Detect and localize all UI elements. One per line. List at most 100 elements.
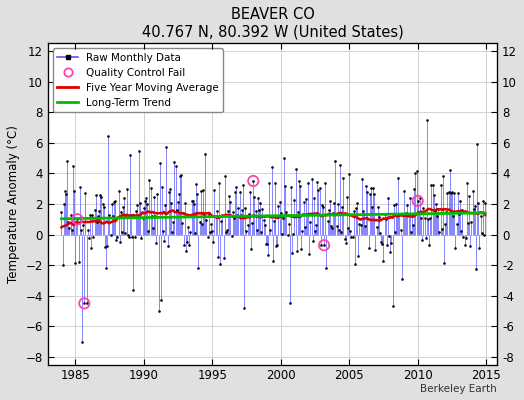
Point	[273, 241, 281, 248]
Point	[73, 216, 82, 222]
Point	[93, 219, 101, 225]
Point	[362, 183, 370, 189]
Point	[172, 206, 181, 213]
Point	[195, 219, 204, 226]
Point	[72, 219, 81, 226]
Point	[314, 187, 323, 193]
Point	[419, 205, 428, 211]
Point	[421, 235, 430, 241]
Point	[277, 210, 285, 216]
Point	[378, 240, 387, 247]
Point	[135, 148, 143, 154]
Point	[268, 258, 277, 264]
Point	[202, 217, 211, 224]
Point	[357, 175, 366, 182]
Point	[207, 220, 215, 227]
Point	[225, 193, 234, 199]
Point	[196, 188, 205, 194]
Point	[255, 207, 263, 214]
Point	[376, 230, 384, 236]
Point	[443, 190, 452, 196]
Point	[58, 262, 67, 268]
Point	[254, 195, 262, 201]
Point	[245, 211, 253, 217]
Point	[102, 265, 110, 271]
Point	[309, 238, 317, 244]
Point	[263, 241, 271, 248]
Point	[82, 300, 91, 306]
Point	[249, 178, 257, 184]
Point	[258, 206, 267, 212]
Point	[87, 245, 95, 252]
Point	[336, 162, 344, 168]
Point	[167, 200, 175, 206]
Point	[64, 219, 72, 225]
Point	[321, 179, 330, 186]
Point	[372, 247, 380, 253]
Point	[234, 205, 243, 211]
Point	[348, 234, 357, 240]
Point	[140, 198, 149, 204]
Point	[190, 201, 198, 207]
Point	[364, 245, 373, 252]
Point	[325, 198, 334, 204]
Point	[115, 239, 124, 245]
Point	[425, 242, 433, 248]
Point	[402, 210, 410, 216]
Point	[295, 178, 303, 184]
Point	[217, 218, 225, 224]
Point	[435, 229, 444, 235]
Point	[264, 252, 272, 258]
Point	[271, 180, 279, 186]
Point	[341, 236, 349, 242]
Point	[133, 202, 141, 208]
Point	[165, 189, 173, 196]
Point	[334, 201, 342, 207]
Point	[272, 242, 280, 249]
Point	[433, 212, 441, 219]
Point	[475, 244, 484, 251]
Point	[441, 221, 449, 227]
Point	[168, 229, 177, 235]
Point	[412, 168, 421, 174]
Point	[446, 190, 455, 196]
Point	[292, 248, 301, 255]
Point	[239, 182, 247, 188]
Point	[92, 191, 100, 198]
Point	[181, 200, 189, 206]
Point	[85, 235, 93, 242]
Point	[94, 213, 102, 219]
Point	[113, 234, 122, 240]
Point	[381, 216, 390, 222]
Point	[179, 242, 188, 248]
Point	[233, 212, 242, 218]
Point	[399, 212, 407, 219]
Point	[75, 184, 84, 190]
Point	[238, 207, 246, 213]
Point	[125, 234, 133, 240]
Point	[105, 212, 114, 218]
Point	[240, 305, 248, 311]
Point	[424, 216, 432, 222]
Point	[478, 198, 487, 204]
Point	[342, 240, 350, 246]
Point	[120, 195, 128, 202]
Point	[236, 212, 245, 218]
Point	[110, 199, 118, 206]
Point	[408, 213, 416, 220]
Point	[465, 193, 473, 199]
Point	[70, 188, 78, 194]
Point	[183, 239, 191, 246]
Point	[423, 116, 431, 123]
Point	[223, 226, 231, 233]
Point	[398, 276, 406, 282]
Point	[166, 186, 174, 192]
Point	[216, 260, 224, 267]
Point	[354, 252, 363, 259]
Point	[224, 208, 232, 214]
Point	[304, 180, 312, 186]
Point	[440, 260, 448, 266]
Point	[231, 189, 239, 196]
Point	[459, 233, 467, 240]
Point	[302, 195, 310, 202]
